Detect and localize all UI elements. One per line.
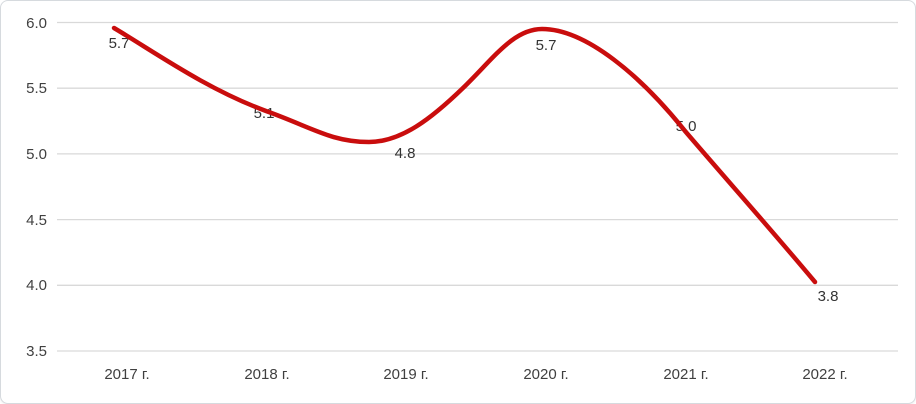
y-tick-label: 5.0: [26, 146, 47, 163]
data-labels: 5.7 5.1 4.8 5.7 5.0 3.8: [109, 35, 839, 305]
x-axis-labels: 2017 г. 2018 г. 2019 г. 2020 г. 2021 г. …: [104, 366, 847, 383]
gridlines: [57, 21, 898, 352]
y-axis-labels: 6.0 5.5 5.0 4.5 4.0 3.5: [26, 15, 47, 360]
x-tick-label: 2017 г.: [104, 366, 149, 383]
data-label: 4.8: [395, 145, 416, 162]
y-tick-label: 4.0: [26, 277, 47, 294]
data-label: 5.0: [676, 118, 697, 135]
x-tick-label: 2018 г.: [244, 366, 289, 383]
x-tick-label: 2021 г.: [663, 366, 708, 383]
y-tick-label: 4.5: [26, 212, 47, 229]
series-line: [111, 25, 818, 285]
y-tick-label: 6.0: [26, 15, 47, 32]
y-tick-label: 5.5: [26, 80, 47, 97]
data-label: 5.7: [536, 37, 557, 54]
x-tick-label: 2022 г.: [802, 366, 847, 383]
data-label: 3.8: [818, 288, 839, 305]
data-label: 5.7: [109, 35, 130, 52]
y-tick-label: 3.5: [26, 343, 47, 360]
x-tick-label: 2019 г.: [383, 366, 428, 383]
x-tick-label: 2020 г.: [523, 366, 568, 383]
